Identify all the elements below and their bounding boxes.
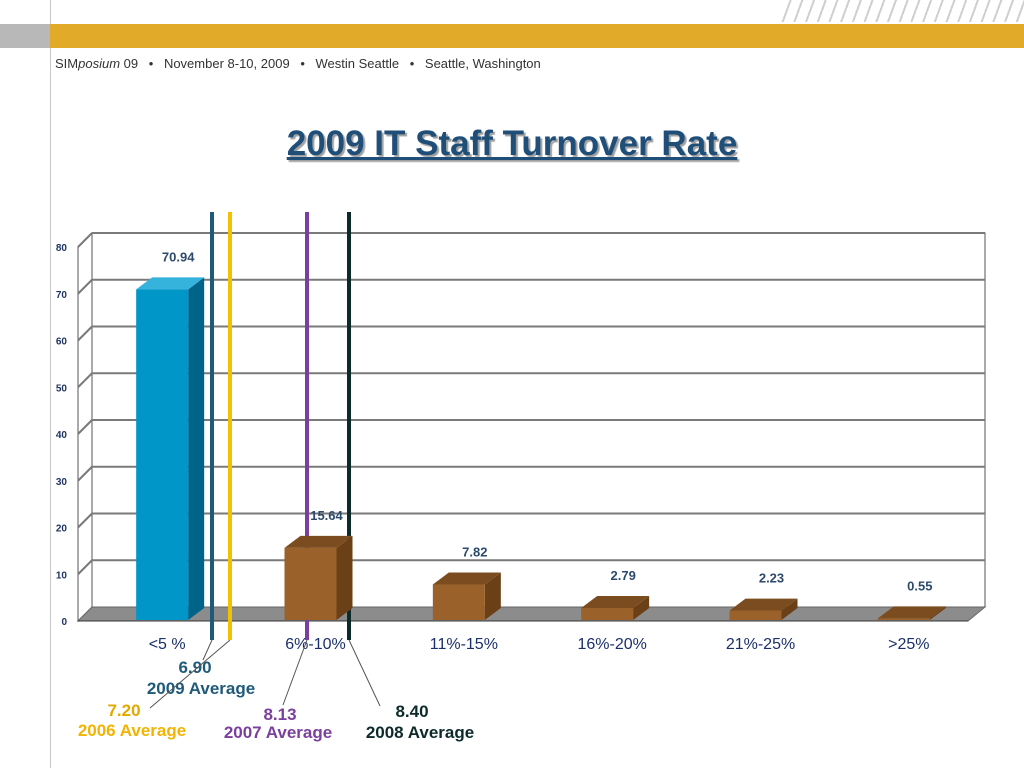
reference-label: 2006 Average [78,721,186,740]
chart-title: 2009 IT Staff Turnover Rate [286,124,738,163]
gridline-side [77,279,93,295]
data-label: 2.23 [759,571,784,586]
y-tick-label: 0 [61,617,67,628]
conference-date: November 8-10, 2009 [163,56,290,71]
category-label: <5 % [149,636,186,653]
conference-city: Seattle, Washington [424,56,541,71]
reference-leader-line [348,639,381,707]
category-label: 11%-15% [430,636,498,653]
brand-italic: posium [78,56,121,71]
y-tick-label: 30 [56,477,68,488]
gridline-side [77,419,93,435]
bar-side [336,535,353,620]
bar [729,610,782,620]
brand-prefix: SIM [55,56,79,71]
bar-top [284,535,353,548]
bar-side [633,595,650,620]
gridline-side [77,466,93,482]
bar [432,584,485,620]
reference-value: 7.20 [107,701,140,720]
bar-top [136,277,205,290]
data-label: 7.82 [462,544,487,559]
reference-leader-line [202,639,213,661]
bar [581,607,634,620]
reference-leader-line [282,639,308,706]
reference-value: 8.13 [263,705,296,724]
y-tick-label: 50 [56,383,68,394]
conference-venue: Westin Seattle [315,56,400,71]
category-label: 16%-20% [577,636,646,653]
gridline-side [77,232,93,248]
y-tick-label: 10 [56,570,68,581]
header-hatch-decoration [780,0,1024,22]
brand-suffix: 09 [120,56,139,71]
bar-top [729,598,798,611]
plot-floor [76,606,987,622]
category-label: >25% [888,636,929,653]
bar-side [929,606,946,620]
reference-label: 2007 Average [224,723,332,742]
left-rule [50,0,51,768]
data-label: 70.94 [162,249,195,264]
bar-side [188,277,205,620]
reference-label: 2008 Average [366,723,474,742]
bar-side [781,598,798,620]
bar [284,547,337,620]
gridline-side [77,325,93,342]
category-label: 21%-25% [726,636,795,653]
reference-value: 6.90 [178,658,211,677]
y-tick-label: 70 [56,290,68,301]
bar-top [432,572,501,585]
gridline-side [77,372,93,388]
y-tick-label: 60 [56,337,68,348]
data-label: 0.55 [907,578,932,593]
gridline-side [77,559,93,575]
conference-line: SIMposium 09 • November 8-10, 2009 • Wes… [55,56,541,71]
data-label: 2.79 [611,568,636,583]
data-label: 15.64 [310,508,343,523]
gridline-side [77,512,93,529]
y-tick-label: 20 [56,524,68,535]
bar [136,289,189,620]
bullet-icon: • [148,56,154,71]
header-band [0,24,1024,48]
y-tick-label: 80 [56,243,68,254]
reference-label: 2009 Average [147,679,255,698]
y-tick-label: 40 [56,430,68,441]
bullet-icon: • [300,56,305,71]
bar-side [484,572,501,620]
bar-top [581,595,650,608]
category-label: 6%-10% [285,636,345,653]
bar-top [877,606,946,619]
bar [877,618,930,620]
reference-value: 8.40 [395,702,428,721]
bullet-icon: • [409,56,415,71]
reference-leader-line [149,639,231,709]
